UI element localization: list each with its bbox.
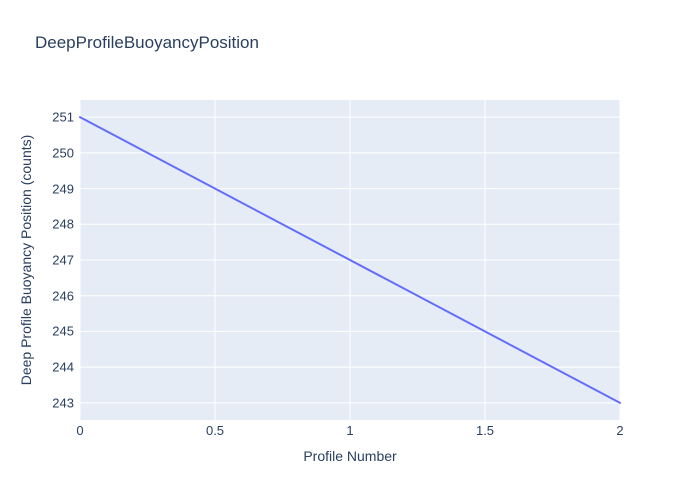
y-tick-label: 247 — [52, 252, 74, 268]
x-tick-label: 2 — [616, 423, 624, 438]
x-tick-label: 1.5 — [475, 423, 495, 438]
data-line-series — [79, 116, 621, 404]
y-tick-label: 251 — [52, 109, 74, 125]
y-tick-label: 246 — [52, 288, 74, 304]
y-tick-label: 250 — [52, 145, 74, 161]
x-axis-title: Profile Number — [303, 448, 397, 464]
x-tick-label: 1 — [346, 423, 354, 438]
y-tick-label: 244 — [52, 359, 74, 375]
x-tick-label: 0 — [76, 423, 84, 438]
chart-title: DeepProfileBuoyancyPosition — [35, 33, 259, 52]
y-tick-label: 248 — [52, 216, 74, 232]
x-tick-label: 0.5 — [205, 423, 225, 438]
y-tick-label: 245 — [52, 323, 74, 339]
y-tick-label: 249 — [52, 181, 74, 197]
y-tick-label: 243 — [52, 395, 74, 411]
y-axis-title: Deep Profile Buoyancy Position (counts) — [18, 134, 34, 386]
